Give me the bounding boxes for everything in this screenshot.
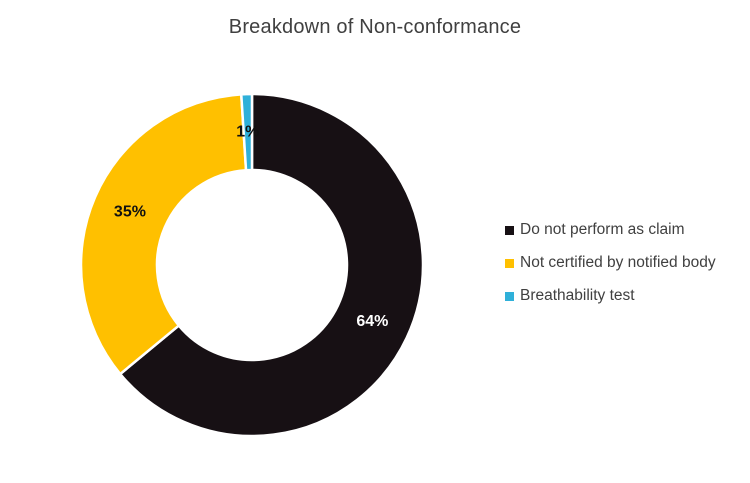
legend-label: Do not perform as claim xyxy=(520,221,685,238)
legend-item: Not certified by notified body xyxy=(505,255,716,271)
legend-label: Breathability test xyxy=(520,287,635,304)
chart-title: Breakdown of Non-conformance xyxy=(228,16,522,38)
slice-pct-label: 1% xyxy=(236,124,259,141)
slice-pct-label: 35% xyxy=(114,204,146,221)
legend-item: Do not perform as claim xyxy=(505,222,716,238)
legend-label: Not certified by notified body xyxy=(520,254,716,271)
legend-swatch-icon xyxy=(505,291,514,301)
chart-legend: Do not perform as claim Not certified by … xyxy=(505,222,716,304)
legend-swatch-icon xyxy=(505,258,514,268)
pie-slice xyxy=(118,92,425,438)
pie-slice xyxy=(79,93,248,376)
legend-swatch-icon xyxy=(505,225,514,235)
legend-item: Breathability test xyxy=(505,288,716,304)
slice-pct-label: 64% xyxy=(356,313,388,330)
pie-slice xyxy=(239,92,254,172)
